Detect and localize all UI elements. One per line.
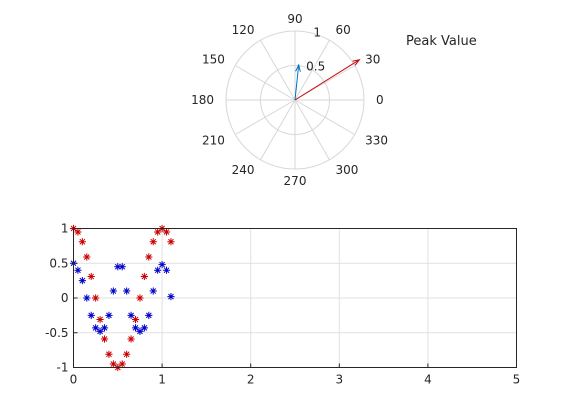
polar-spoke <box>260 99 296 161</box>
vector-head-2 <box>295 63 301 72</box>
polar-angle-tick: 0 <box>376 93 384 107</box>
series-1-point <box>140 272 148 281</box>
x-tick-label: 3 <box>335 373 343 387</box>
polar-radius-tick: 0.5 <box>306 59 325 73</box>
series-1-point <box>167 238 175 246</box>
polar-angle-tick: 270 <box>284 174 307 188</box>
series-2-point <box>167 293 175 301</box>
series-2-point <box>83 294 91 302</box>
series-1-point <box>74 228 82 236</box>
polar-plot: 0 30 60 90 120 150 180 210 240 270 300 330 0.5 1 <box>191 12 388 188</box>
series-2-point <box>123 287 131 295</box>
polar-angle-tick: 300 <box>336 163 359 177</box>
polar-angle-tick: 240 <box>232 163 255 177</box>
series-2-point <box>127 311 135 319</box>
peak-value-annotation: Peak Value <box>406 34 477 49</box>
scatter-plot: 0 1 2 3 4 5 -1 -0.5 0 0.5 1 <box>45 222 520 387</box>
x-tick-label: 2 <box>247 373 255 387</box>
series-1-point <box>78 238 86 246</box>
polar-radius-tick: 1 <box>313 26 321 40</box>
series-1-point <box>154 228 162 236</box>
polar-angle-tick: 150 <box>202 53 225 67</box>
series-2-point <box>92 324 100 332</box>
vector-head-1 <box>352 59 361 66</box>
y-tick-label: -1 <box>57 361 69 375</box>
polar-spoke <box>294 39 330 101</box>
series-1-point <box>83 253 91 261</box>
series-1-point <box>100 335 109 343</box>
series-2-point <box>78 277 86 285</box>
polar-spoke <box>234 99 296 135</box>
tick-labels: 0 1 2 3 4 5 -1 -0.5 0 0.5 1 <box>45 222 520 387</box>
x-tick-label: 5 <box>513 373 521 387</box>
series-2-point <box>136 327 144 335</box>
series-1-point <box>87 272 95 281</box>
series-2-point <box>100 324 109 332</box>
polar-spoke <box>260 39 296 101</box>
y-tick-label: 0 <box>61 291 69 305</box>
polar-angle-tick: 60 <box>336 23 351 37</box>
vector-shaft-2 <box>294 64 300 101</box>
series-2-point <box>140 324 148 332</box>
series-1-point <box>118 360 126 368</box>
series-1-point <box>105 350 113 358</box>
polar-angle-tick: 120 <box>232 23 255 37</box>
series-1-point <box>109 360 117 368</box>
series-1-point <box>149 238 157 246</box>
series-2-point <box>131 324 140 332</box>
polar-angle-tick: 30 <box>365 53 380 67</box>
y-tick-label: 1 <box>61 222 69 236</box>
series-1-point <box>162 228 171 236</box>
series-1-point <box>127 335 135 343</box>
series-2-point <box>158 261 166 269</box>
polar-angle-tick: 90 <box>287 12 302 26</box>
series-2-point <box>96 327 104 335</box>
series-2-point <box>154 266 162 274</box>
series-2-point <box>109 287 117 295</box>
series-1-point <box>145 253 153 261</box>
polar-spoke <box>294 99 356 135</box>
polar-angle-tick: 330 <box>365 134 388 148</box>
y-tick-label: 0.5 <box>49 256 68 270</box>
series-2-point <box>87 311 95 319</box>
x-tick-label: 4 <box>424 373 432 387</box>
y-tick-label: -0.5 <box>45 326 68 340</box>
vector-shaft-1 <box>294 59 360 101</box>
polar-spoke <box>294 99 330 161</box>
series-2-point <box>145 311 153 319</box>
series-2-point <box>105 311 113 319</box>
series-2-point <box>118 263 126 271</box>
polar-angle-tick: 180 <box>191 93 214 107</box>
series-1-point <box>123 350 131 358</box>
series-1-point <box>136 294 144 302</box>
polar-angle-tick: 210 <box>202 134 225 148</box>
series-2-point <box>74 266 82 274</box>
x-tick-label: 1 <box>158 373 166 387</box>
series-2-point <box>114 263 122 271</box>
series-1-point <box>92 294 100 302</box>
series-2-point <box>149 287 157 295</box>
series-1-point <box>96 315 104 324</box>
x-tick-label: 0 <box>70 373 78 387</box>
series-1-point <box>131 315 140 324</box>
series-2-point <box>162 266 171 274</box>
polar-spoke <box>234 65 296 101</box>
